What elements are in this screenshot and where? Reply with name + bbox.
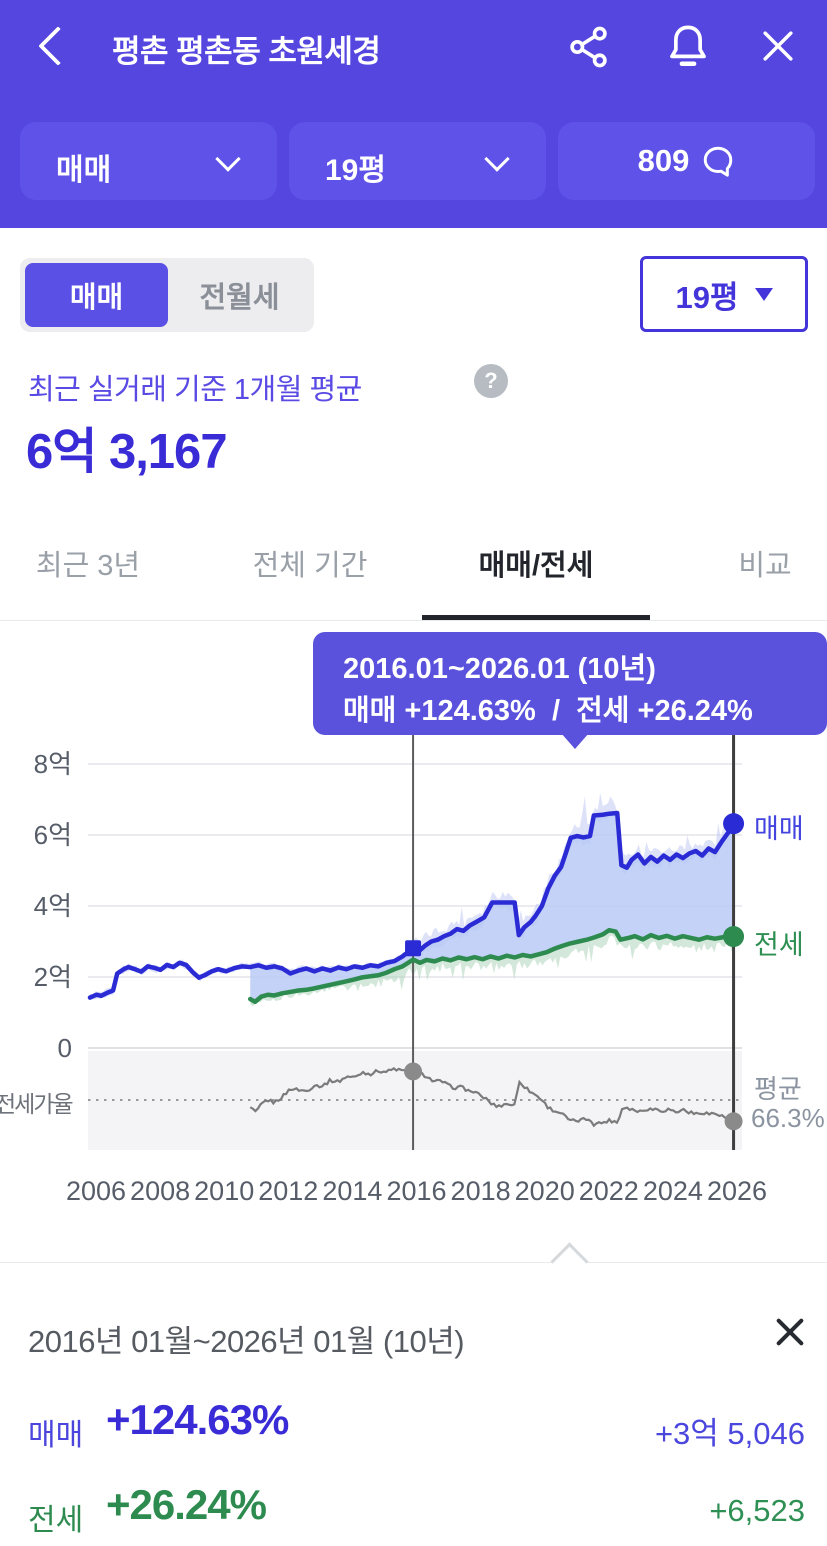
comment-count: 809 [637, 143, 690, 178]
ratio-panel-label: 전세가율 [0, 1091, 74, 1117]
chat-bubble-icon [704, 146, 733, 177]
tab-full-period[interactable]: 전체 기간 [252, 550, 368, 582]
toggle-sale-button[interactable]: 매매 [25, 263, 168, 327]
svg-text:2022: 2022 [579, 1176, 639, 1206]
tab-compare[interactable]: 비교 [738, 550, 792, 582]
svg-text:2020: 2020 [515, 1176, 575, 1206]
legend-sale: 매매 [754, 814, 804, 844]
svg-text:2008: 2008 [130, 1176, 190, 1206]
price-chart[interactable]: 8억 6억 4억 2억 0 2006 2008 2010 2012 2014 2016 2018 202… [0, 622, 827, 1222]
ratio-start-marker [404, 1062, 423, 1081]
svg-text:2012: 2012 [258, 1176, 318, 1206]
sale-end-marker [723, 813, 745, 835]
detail-close-button[interactable] [768, 1310, 812, 1354]
sale-start-marker [405, 940, 422, 957]
active-tab-underline [422, 615, 650, 620]
ratio-average-label: 평균 [754, 1074, 802, 1104]
chevron-down-icon [215, 146, 241, 172]
detail-period: 2016년 01월~2026년 01월 (10년) [28, 1324, 465, 1359]
sale-line [87, 810, 736, 1000]
svg-text:6억: 6억 [34, 820, 72, 850]
average-price: 6억 3,167 [26, 425, 228, 479]
tooltip-change: 매매 +124.63% / 전세 +26.24% [343, 695, 753, 727]
bell-icon [670, 25, 706, 67]
svg-text:2억: 2억 [34, 962, 72, 992]
svg-text:0: 0 [58, 1033, 72, 1063]
area-select-value: 19평 [675, 279, 739, 315]
notification-button[interactable] [662, 20, 712, 70]
trade-type-pill[interactable]: 매매 [20, 122, 277, 200]
svg-text:2026: 2026 [707, 1176, 767, 1206]
ratio-end-marker [724, 1112, 743, 1131]
share-icon [570, 26, 607, 68]
chevron-down-icon [484, 146, 510, 172]
svg-text:2016: 2016 [386, 1176, 446, 1206]
dropdown-arrow-icon [754, 287, 773, 301]
svg-text:4억: 4억 [34, 891, 72, 921]
jeonse-line [248, 927, 736, 1005]
svg-text:2024: 2024 [643, 1176, 703, 1206]
price-caption: 최근 실거래 기준 1개월 평균 [28, 374, 362, 406]
jeonse-end-marker [723, 926, 745, 948]
ratio-average-value: 66.3% [751, 1103, 825, 1133]
detail-jeonse-label: 전세 [28, 1504, 84, 1537]
svg-text:8억: 8억 [34, 749, 72, 779]
trade-type-pill-label: 매매 [56, 154, 112, 187]
header: 평촌 평촌동 초원세경 매매 [0, 0, 827, 228]
tooltip-period: 2016.01~2026.01 (10년) [343, 653, 656, 685]
detail-sale-percent: +124.63% [106, 1396, 289, 1443]
svg-text:2006: 2006 [66, 1176, 126, 1206]
detail-sale-label: 매매 [28, 1419, 84, 1452]
svg-text:2014: 2014 [322, 1176, 382, 1206]
svg-text:2018: 2018 [451, 1176, 511, 1206]
area-pill[interactable]: 19평 [289, 122, 546, 200]
tooltip-arrow [561, 733, 589, 749]
detail-sale-amount: +3억 5,046 [654, 1416, 805, 1451]
help-icon[interactable]: ? [474, 364, 508, 398]
back-button[interactable] [30, 22, 76, 68]
comments-pill[interactable]: 809 [558, 122, 815, 200]
expand-handle[interactable] [550, 1242, 589, 1281]
close-button[interactable] [756, 24, 806, 74]
tab-sale-jeonse[interactable]: 매매/전세 [478, 550, 594, 582]
toggle-rent-button[interactable]: 전월세 [199, 282, 280, 314]
page-title: 평촌 평촌동 초원세경 [112, 34, 381, 69]
panel-divider [0, 1262, 827, 1263]
tabs-divider [0, 620, 827, 621]
detail-jeonse-amount: +6,523 [709, 1493, 805, 1528]
detail-jeonse-percent: +26.24% [106, 1481, 267, 1528]
grid: 8억 6억 4억 2억 0 [34, 749, 742, 1063]
x-axis-labels: 2006 2008 2010 2012 2014 2016 2018 2020 2022 2024… [66, 1176, 767, 1206]
chart-tooltip: 2016.01~2026.01 (10년) 매매 +124.63% / 전세 +… [313, 632, 827, 749]
svg-text:2010: 2010 [194, 1176, 254, 1206]
area-select[interactable]: 19평 [640, 256, 808, 332]
legend-jeonse: 전세 [754, 930, 804, 960]
close-icon [763, 31, 793, 61]
area-pill-label: 19평 [325, 154, 386, 187]
trade-toggle-group: 매매 전월세 [20, 258, 314, 332]
tab-recent-3y[interactable]: 최근 3년 [35, 550, 141, 582]
share-button[interactable] [566, 24, 616, 74]
ratio-line [249, 1067, 733, 1128]
